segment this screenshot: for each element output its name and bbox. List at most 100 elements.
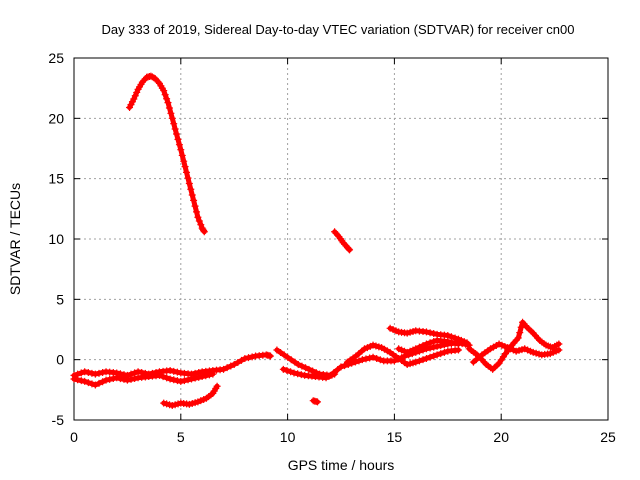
data-point-marker [205, 371, 213, 379]
data-point-marker [422, 328, 430, 336]
data-point-marker [88, 380, 96, 388]
series-arc-l [465, 318, 563, 373]
data-point-marker [516, 329, 524, 337]
data-point-marker [131, 375, 139, 383]
series-arc-a [126, 72, 208, 236]
data-point-marker [430, 352, 438, 360]
data-point-marker [84, 369, 92, 377]
series-arc-h [279, 365, 339, 382]
data-point-marker [134, 368, 142, 376]
series-arc-k [395, 336, 462, 356]
data-point-marker [283, 367, 291, 375]
data-point-marker [190, 196, 198, 204]
y-tick-label: 5 [56, 291, 64, 307]
data-point-marker [177, 377, 185, 385]
y-tick-label: 20 [48, 110, 64, 126]
data-point-marker [195, 217, 203, 225]
y-tick-label: -5 [52, 412, 65, 428]
data-point-marker [366, 354, 374, 362]
data-point-marker [77, 377, 85, 385]
data-point-marker [230, 360, 238, 368]
data-point-marker [345, 245, 353, 253]
data-point-marker [433, 342, 441, 350]
data-point-marker [279, 365, 287, 373]
data-point-marker [123, 376, 131, 384]
data-point-marker [220, 365, 228, 373]
data-point-marker [463, 339, 471, 347]
data-point-marker [168, 114, 176, 122]
axis-ticks: 0 5 10 15 20 25 -5 0 5 10 15 20 25 [48, 50, 616, 445]
data-point-marker [451, 339, 459, 347]
data-points [70, 72, 563, 410]
data-point-marker [200, 227, 208, 235]
data-point-marker [187, 375, 195, 383]
data-point-marker [170, 367, 178, 375]
data-point-marker [91, 370, 99, 378]
data-point-marker [555, 346, 563, 354]
data-point-marker [426, 339, 434, 347]
data-point-marker [440, 348, 448, 356]
data-point-marker [178, 151, 186, 159]
data-point-marker [164, 99, 172, 107]
data-point-marker [163, 374, 171, 382]
series-arc-d [309, 397, 322, 406]
series-arc-i [343, 341, 462, 368]
data-point-marker [74, 376, 82, 384]
series-arc-j [386, 324, 471, 347]
data-point-marker [297, 371, 305, 379]
data-point-marker [555, 340, 563, 348]
data-point-marker [180, 377, 188, 385]
data-point-marker [223, 364, 231, 372]
data-point-marker [426, 353, 434, 361]
data-point-marker [346, 246, 354, 254]
data-point-marker [109, 375, 117, 383]
data-point-marker [160, 87, 168, 95]
data-point-marker [245, 354, 253, 362]
data-point-marker [166, 367, 174, 375]
data-point-marker [130, 95, 138, 103]
data-point-marker [81, 368, 89, 376]
data-point-marker [133, 88, 141, 96]
data-point-marker [227, 362, 235, 370]
data-point-marker [167, 109, 175, 117]
data-point-marker [298, 362, 306, 370]
x-tick-label: 25 [600, 429, 616, 445]
data-point-marker [99, 378, 107, 386]
data-point-marker [106, 375, 114, 383]
data-point-marker [447, 338, 455, 346]
data-point-marker [437, 350, 445, 358]
data-point-marker [454, 340, 462, 348]
data-point-marker [191, 374, 199, 382]
data-point-marker [267, 352, 275, 360]
data-point-marker [369, 353, 377, 361]
data-point-marker [419, 342, 427, 350]
data-point-marker [390, 357, 398, 365]
data-point-marker [91, 381, 99, 389]
data-point-marker [309, 367, 317, 375]
data-point-marker [213, 382, 221, 390]
data-point-marker [177, 146, 185, 154]
data-point-marker [234, 358, 242, 366]
data-point-marker [331, 370, 339, 378]
data-point-marker [173, 130, 181, 138]
series-arc-m [469, 340, 563, 366]
data-point-marker [355, 357, 363, 365]
data-point-marker [197, 221, 205, 229]
data-point-marker [131, 92, 139, 100]
data-point-marker [412, 345, 420, 353]
data-point-marker [155, 371, 163, 379]
data-point-marker [202, 372, 210, 380]
x-tick-label: 15 [387, 429, 403, 445]
data-point-marker [181, 163, 189, 171]
data-point-marker [127, 375, 135, 383]
data-point-marker [273, 346, 281, 354]
data-point-marker [195, 373, 203, 381]
data-point-marker [294, 360, 302, 368]
data-point-marker [95, 379, 103, 387]
data-point-marker [433, 351, 441, 359]
data-point-marker [358, 356, 366, 364]
data-point-marker [412, 358, 420, 366]
y-tick-label: 0 [56, 352, 64, 368]
data-point-marker [175, 141, 183, 149]
